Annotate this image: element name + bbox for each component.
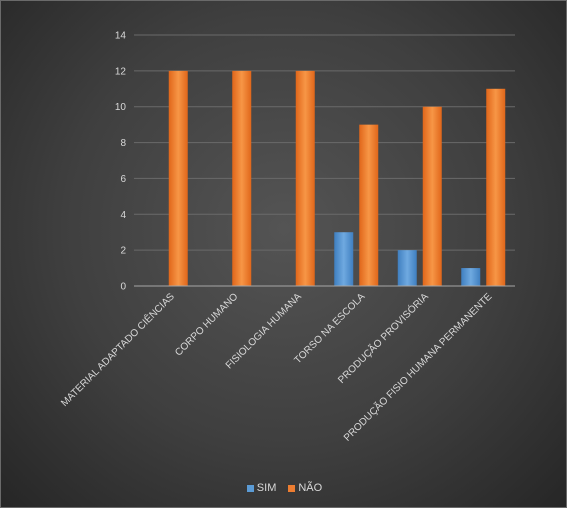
y-tick-label: 14 [115, 31, 127, 42]
legend-swatch-nao [288, 484, 296, 492]
y-tick-label: 2 [120, 246, 126, 257]
legend-label-nao: NÃO [298, 482, 323, 494]
y-tick-label: 10 [115, 102, 127, 113]
legend-swatch-sim [246, 484, 254, 492]
legend: SIM NÃO [1, 482, 567, 494]
bars [168, 70, 506, 287]
legend-label-sim: SIM [256, 482, 277, 494]
gridlines [134, 34, 515, 251]
x-tick-label: CORPO HUMANO [173, 291, 240, 358]
y-tick-label: 8 [120, 138, 126, 149]
bar-sim-4 [334, 232, 354, 286]
bar-n-o-2 [232, 70, 252, 286]
bar-n-o-5 [422, 106, 442, 286]
y-tick-label: 12 [115, 66, 127, 77]
bar-n-o-1 [168, 70, 188, 286]
x-tick-label: PRODUÇÃO FISIO HUMANA PERMANENTE [341, 290, 495, 444]
bar-n-o-6 [486, 88, 506, 287]
y-tick-label: 0 [120, 282, 126, 293]
x-tick-label: TORSO NA ESCOLA [293, 291, 368, 366]
y-axis: 0 2 4 6 8 10 12 14 [115, 31, 127, 293]
bar-n-o-3 [295, 70, 315, 286]
legend-item-sim: SIM [246, 482, 277, 494]
legend-item-nao: NÃO [288, 482, 322, 494]
bar-sim-6 [461, 268, 481, 286]
bar-sim-5 [397, 250, 417, 286]
y-tick-label: 6 [120, 174, 126, 185]
bar-n-o-4 [359, 124, 379, 287]
x-tick-label: MATERIAL ADAPTADO CIÊNCIAS [58, 290, 177, 409]
y-tick-label: 4 [120, 210, 126, 221]
